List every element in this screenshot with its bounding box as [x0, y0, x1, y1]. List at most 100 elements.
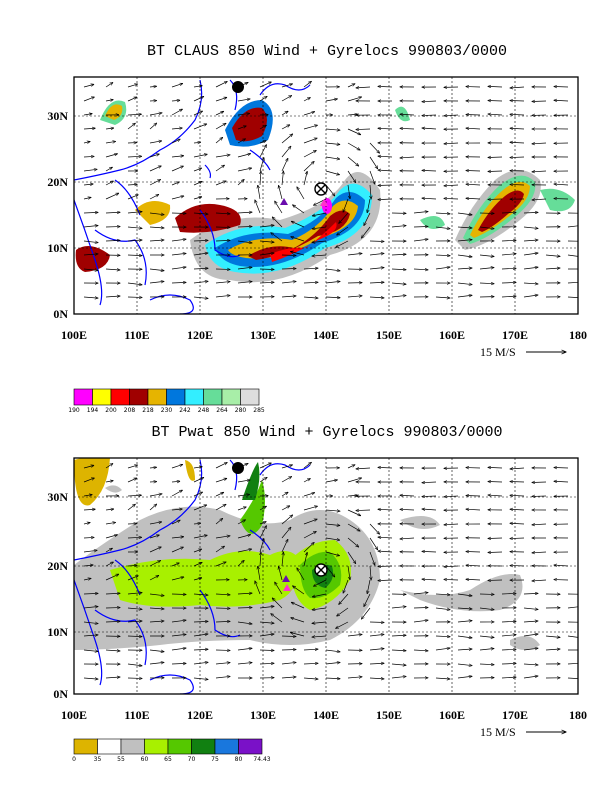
wind-vector: [466, 128, 481, 129]
wind-vector: [193, 111, 203, 116]
wind-vector: [291, 618, 305, 623]
wind-vector: [501, 593, 516, 594]
wind-vector: [215, 562, 226, 567]
wind-vector: [435, 607, 450, 610]
wind-vector: [510, 509, 525, 510]
wind-vector: [149, 535, 159, 539]
cloud-cluster-south-china-sea: [190, 172, 381, 283]
wind-vector: [127, 97, 137, 102]
colorbar-label: 194: [87, 407, 99, 414]
colorbar-swatch: [191, 738, 216, 755]
wind-vector: [127, 255, 142, 256]
wind-vector: [127, 465, 138, 469]
wind-vector: [567, 635, 578, 638]
wind-vector: [105, 621, 120, 622]
wind-vector: [149, 166, 161, 172]
wind-vector: [400, 538, 415, 539]
wind-vector: [391, 226, 406, 227]
wind-vector: [83, 269, 98, 270]
wind-vector: [127, 184, 137, 185]
wind-vector: [422, 496, 437, 497]
wind-vector: [291, 237, 305, 242]
top-y-tick-labels: 0N 10N 20N 30N: [47, 109, 68, 321]
wind-vector: [83, 97, 94, 102]
wind-vector: [369, 551, 375, 565]
wind-vector: [303, 268, 318, 269]
wind-vector: [149, 522, 162, 525]
wind-vector: [532, 199, 547, 200]
wind-vector: [510, 128, 525, 129]
wind-vector: [523, 648, 538, 651]
wind-vector: [501, 282, 516, 283]
wind-vector: [457, 295, 472, 298]
wind-vector: [347, 509, 361, 516]
wind-vector: [303, 506, 317, 511]
wind-vector: [193, 649, 208, 650]
wind-vector: [237, 648, 252, 651]
wind-vector: [532, 171, 547, 172]
wind-vector: [149, 281, 164, 283]
wind-vector: [501, 635, 516, 636]
wind-vector: [259, 663, 274, 664]
wind-vector: [457, 635, 472, 638]
wind-vector: [149, 154, 159, 158]
wind-vector: [378, 467, 393, 468]
wind-vector: [347, 565, 350, 580]
wind-vector: [466, 184, 481, 185]
colorbar-label: 70: [188, 756, 196, 763]
wind-vector: [83, 578, 91, 580]
wind-vector: [391, 269, 406, 270]
wind-vector: [339, 212, 349, 223]
wind-vector: [105, 212, 120, 213]
wind-vector: [281, 158, 288, 172]
wind-vector: [281, 296, 296, 297]
x-tick: 120E: [187, 328, 213, 342]
wind-vector: [193, 621, 208, 622]
wind-vector: [215, 111, 224, 116]
wind-vector: [171, 83, 183, 88]
wind-vector: [444, 115, 459, 116]
colorbar-label: 280: [235, 407, 247, 414]
x-tick: 140E: [313, 328, 339, 342]
wind-vector: [378, 537, 393, 538]
wind-vector: [369, 537, 378, 550]
wind-vector: [271, 614, 283, 623]
wind-vector: [279, 566, 283, 581]
wind-vector: [127, 240, 142, 241]
wind-vector: [369, 649, 384, 650]
wind-vector: [105, 128, 114, 129]
wind-vector: [275, 582, 283, 595]
wind-vector: [105, 481, 113, 482]
wind-vector: [215, 518, 223, 525]
wind-vector: [105, 593, 120, 594]
wind-vector: [193, 268, 208, 269]
wind-vector: [259, 82, 271, 88]
wind-vector: [369, 156, 378, 169]
wind-vector: [281, 111, 288, 116]
x-tick: 180: [569, 708, 587, 722]
wind-vector: [293, 586, 305, 595]
wind-vector: [105, 463, 113, 469]
wind-vector: [237, 154, 251, 158]
x-tick: 170E: [502, 708, 528, 722]
colorbar-swatch: [73, 388, 93, 406]
bottom-colorbar: 0 35 55 60 65 70 75 80 74.43: [72, 738, 271, 763]
wind-vector: [444, 579, 459, 580]
wind-vector: [149, 650, 164, 652]
wind-vector: [325, 268, 340, 271]
wind-vector: [193, 634, 208, 637]
wind-vector: [479, 267, 494, 269]
wind-vector: [510, 100, 525, 101]
wind-vector: [356, 510, 371, 511]
wind-vector: [312, 593, 327, 597]
wind-vector: [281, 677, 296, 678]
wind-vector: [171, 282, 186, 283]
wind-vector: [339, 593, 349, 604]
wind-vector: [258, 185, 261, 200]
wind-vector: [457, 649, 472, 650]
wind-vector: [325, 143, 340, 145]
wind-vector: [435, 267, 450, 270]
colorbar-label: 60: [141, 756, 149, 763]
wind-vector: [369, 297, 384, 298]
wind-vector: [259, 225, 274, 227]
